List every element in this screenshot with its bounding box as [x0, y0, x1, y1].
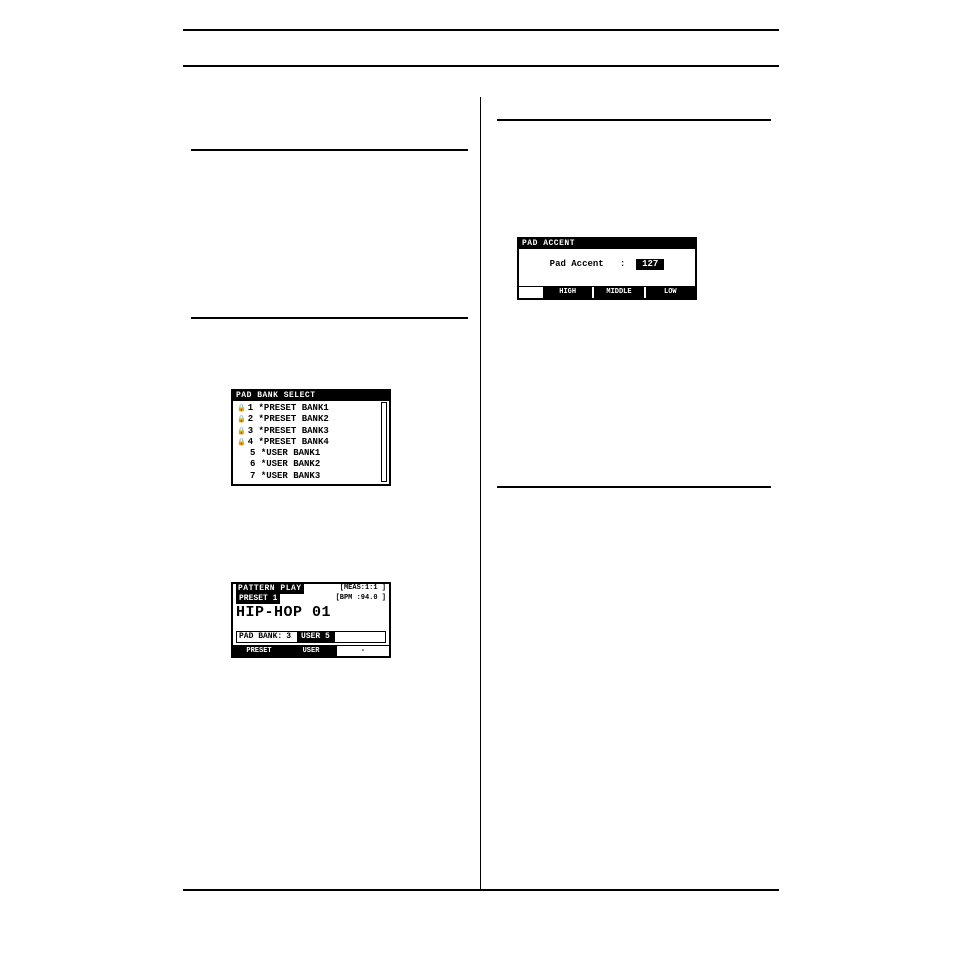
footer-low: LOW — [646, 287, 695, 298]
row-label: *PRESET BANK4 — [259, 437, 329, 448]
list-item: 1 *PRESET BANK1 — [237, 403, 385, 414]
body-text-block — [191, 337, 468, 381]
lcd-title: PATTERN PLAY — [236, 584, 304, 594]
list-item: 6 *USER BANK2 — [237, 459, 385, 470]
row-label: *PRESET BANK2 — [259, 414, 329, 425]
row-num: 1 — [248, 403, 253, 414]
pad-bank-field: PAD BANK: 3 USER 5 — [236, 631, 386, 643]
lcd-footer: PRESET USER - — [233, 645, 389, 657]
list-item: 2 *PRESET BANK2 — [237, 414, 385, 425]
lcd-footer: HIGH MIDDLE LOW — [519, 286, 695, 298]
lcd-pad-bank-select: PAD BANK SELECT 1 *PRESET BANK1 2 *PRESE… — [231, 389, 391, 486]
lcd-pattern-play: PATTERN PLAY [MEAS:1:1 ] PRESET 1 [BPM :… — [231, 582, 391, 659]
lcd-header-row: PATTERN PLAY [MEAS:1:1 ] — [233, 584, 389, 594]
field-value-inverted: USER 5 — [297, 632, 334, 642]
list-item: 5 *USER BANK1 — [237, 448, 385, 459]
row-num: 4 — [248, 437, 253, 448]
list-item: 3 *PRESET BANK3 — [237, 426, 385, 437]
footer-tab-blank: - — [337, 646, 389, 657]
lock-icon — [237, 437, 248, 448]
left-column: PAD BANK SELECT 1 *PRESET BANK1 2 *PRESE… — [183, 97, 481, 889]
lcd-header-row: PRESET 1 [BPM :94.0 ] — [233, 594, 389, 604]
footer-tab-user: USER — [285, 646, 337, 657]
lcd-pad-accent: PAD ACCENT Pad Accent : 127 HIGH MIDDLE … — [517, 237, 697, 300]
meas-readout: [MEAS:1:1 ] — [340, 584, 386, 594]
row-num: 5 — [250, 448, 255, 459]
row-label: *USER BANK1 — [261, 448, 320, 459]
row-label: *USER BANK3 — [261, 471, 320, 482]
field-value: 3 — [284, 632, 293, 642]
lock-icon — [237, 426, 248, 437]
page-header-band — [183, 31, 779, 67]
param-label: Pad Accent — [550, 259, 604, 269]
pattern-name: HIP-HOP 01 — [233, 604, 389, 625]
row-num: 3 — [248, 426, 253, 437]
row-num: 2 — [248, 414, 253, 425]
row-label: *PRESET BANK1 — [259, 403, 329, 414]
lcd-title: PAD BANK SELECT — [233, 391, 389, 401]
section-rule — [191, 317, 468, 319]
row-label: *PRESET BANK3 — [259, 426, 329, 437]
lcd-title: PAD ACCENT — [519, 239, 695, 249]
body-text-block — [497, 139, 771, 229]
footer-tab-preset: PRESET — [233, 646, 285, 657]
list-item: 4 *PRESET BANK4 — [237, 437, 385, 448]
row-num: 7 — [250, 471, 255, 482]
lock-icon — [237, 403, 248, 414]
row-num: 6 — [250, 459, 255, 470]
body-text-block — [191, 504, 468, 574]
right-column: PAD ACCENT Pad Accent : 127 HIGH MIDDLE … — [481, 97, 779, 889]
body-text-block — [497, 318, 771, 478]
footer-high: HIGH — [543, 287, 594, 298]
field-label: PAD BANK: — [237, 632, 284, 642]
section-rule — [191, 149, 468, 151]
two-column-layout: PAD BANK SELECT 1 *PRESET BANK1 2 *PRESE… — [183, 67, 779, 889]
bpm-readout: [BPM :94.0 ] — [336, 594, 386, 604]
preset-label: PRESET 1 — [236, 594, 280, 604]
manual-page: PAD BANK SELECT 1 *PRESET BANK1 2 *PRESE… — [183, 29, 779, 891]
lock-icon — [237, 414, 248, 425]
lcd-body: Pad Accent : 127 — [519, 249, 695, 280]
param-value: 127 — [636, 259, 664, 270]
footer-middle: MIDDLE — [594, 287, 645, 298]
section-rule — [497, 119, 771, 121]
body-text-block — [191, 169, 468, 309]
section-rule — [497, 486, 771, 488]
row-label: *USER BANK2 — [261, 459, 320, 470]
param-sep: : — [620, 259, 625, 269]
list-item: 7 *USER BANK3 — [237, 471, 385, 482]
scrollbar — [381, 402, 387, 482]
lcd-body: 1 *PRESET BANK1 2 *PRESET BANK2 3 *PRESE… — [233, 401, 389, 484]
